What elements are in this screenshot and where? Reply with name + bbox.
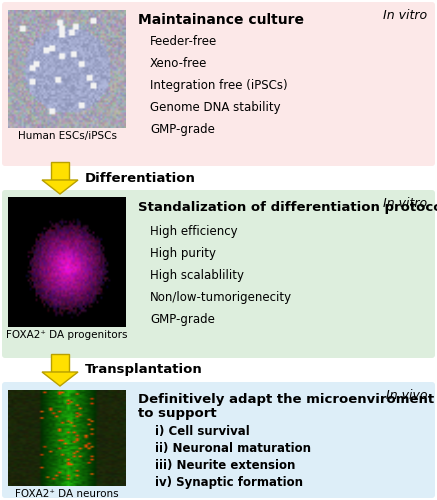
Text: Transplantation: Transplantation <box>85 364 203 376</box>
Text: In vivo: In vivo <box>385 389 427 402</box>
Text: GMP-grade: GMP-grade <box>150 313 215 326</box>
Text: Definitively adapt the microenviroment: Definitively adapt the microenviroment <box>138 393 434 406</box>
Text: In vitro: In vitro <box>383 9 427 22</box>
Text: Integration free (iPSCs): Integration free (iPSCs) <box>150 79 288 92</box>
FancyBboxPatch shape <box>2 2 435 166</box>
Text: i) Cell survival: i) Cell survival <box>155 425 250 438</box>
Text: Non/low-tumorigenecity: Non/low-tumorigenecity <box>150 291 292 304</box>
Text: FOXA2⁺ DA neurons: FOXA2⁺ DA neurons <box>15 489 119 499</box>
Text: Genome DNA stability: Genome DNA stability <box>150 101 281 114</box>
Text: Standalization of differentiation protocol: Standalization of differentiation protoc… <box>138 201 437 214</box>
Text: Differentiation: Differentiation <box>85 172 196 184</box>
Polygon shape <box>42 180 78 194</box>
FancyBboxPatch shape <box>2 382 435 498</box>
Text: iv) Synaptic formation: iv) Synaptic formation <box>155 476 303 489</box>
Polygon shape <box>42 372 78 386</box>
Text: Maintainance culture: Maintainance culture <box>138 13 304 27</box>
Bar <box>51 162 69 180</box>
Text: Feeder-free: Feeder-free <box>150 35 217 48</box>
Text: Xeno-free: Xeno-free <box>150 57 208 70</box>
Text: Human ESCs/iPSCs: Human ESCs/iPSCs <box>17 131 117 141</box>
Text: High purity: High purity <box>150 247 216 260</box>
Bar <box>51 354 69 372</box>
Text: High scalablility: High scalablility <box>150 269 244 282</box>
FancyBboxPatch shape <box>2 190 435 358</box>
Text: FOXA2⁺ DA progenitors: FOXA2⁺ DA progenitors <box>6 330 128 340</box>
Text: GMP-grade: GMP-grade <box>150 123 215 136</box>
Text: High efficiency: High efficiency <box>150 225 238 238</box>
Text: ii) Neuronal maturation: ii) Neuronal maturation <box>155 442 311 455</box>
Text: In vitro: In vitro <box>383 197 427 210</box>
Text: to support: to support <box>138 407 217 420</box>
Text: iii) Neurite extension: iii) Neurite extension <box>155 459 295 472</box>
